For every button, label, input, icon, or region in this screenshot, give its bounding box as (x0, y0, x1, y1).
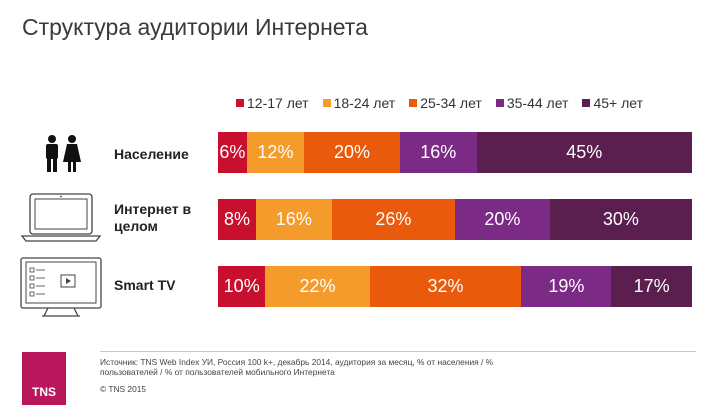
data-label-0-1: 12% (257, 142, 294, 162)
footer-divider (100, 351, 696, 352)
bar-row-naselenie: 6% 12% 20% 16% 45% (218, 132, 692, 173)
bar-segment-2-0: 10% (218, 266, 266, 307)
source-note: Источник: TNS Web Index УИ, Россия 100 k… (100, 357, 494, 377)
data-label-1-0: 8% (223, 209, 250, 229)
legend-label-1: 18-24 лет (333, 95, 396, 111)
data-label-2-4: 17% (633, 276, 670, 296)
legend-item-4: 45+ лет (582, 95, 643, 111)
bar-segment-2-1: 22% (265, 266, 370, 307)
data-label-0-3: 16% (420, 142, 457, 162)
legend-label-3: 35-44 лет (506, 95, 569, 111)
legend-item-0: 12-17 лет (236, 95, 309, 111)
bar-segment-1-4: 30% (549, 199, 692, 240)
people-icon (46, 135, 81, 172)
bar-segment-1-1: 16% (255, 199, 332, 240)
bar-segment-2-3: 19% (521, 266, 612, 307)
bar-segment-0-2: 20% (304, 132, 400, 173)
row-label-smart-tv: Smart TV (114, 277, 176, 293)
legend-label-0: 12-17 лет (247, 95, 309, 111)
legend-item-2: 25-34 лет (409, 95, 482, 111)
bar-segment-0-4: 45% (476, 132, 692, 173)
copyright: © TNS 2015 (100, 384, 147, 394)
bar-segment-1-0: 8% (218, 199, 256, 240)
legend: 12-17 лет 18-24 лет 25-34 лет 35-44 лет 45+ … (236, 95, 643, 111)
legend-item-3: 35-44 лет (495, 95, 569, 111)
bar-row-internet: 8% 16% 26% 20% 30% (218, 199, 692, 240)
bar-segment-2-4: 17% (611, 266, 692, 307)
bar-segment-1-3: 20% (454, 199, 550, 240)
data-label-1-4: 30% (602, 209, 639, 229)
data-label-0-2: 20% (334, 142, 371, 162)
smart-tv-icon (20, 257, 102, 317)
data-label-2-3: 19% (548, 276, 585, 296)
row-label-internet: Интернет в целом (114, 201, 192, 234)
data-label-2-2: 32% (427, 276, 464, 296)
data-label-1-3: 20% (484, 209, 521, 229)
bar-segment-0-1: 12% (246, 132, 305, 173)
chart-title: Структура аудитории Интернета (22, 14, 368, 40)
laptop-icon (20, 193, 102, 242)
legend-swatch-1 (322, 99, 331, 107)
data-label-2-1: 22% (299, 276, 336, 296)
legend-swatch-0 (236, 99, 244, 107)
legend-swatch-4 (582, 99, 591, 107)
bar-row-smart-tv: 10% 22% 32% 19% 17% (218, 266, 692, 307)
data-label-1-1: 16% (275, 209, 312, 229)
legend-swatch-3 (495, 99, 504, 107)
tns-logo: TNS (22, 352, 66, 405)
legend-swatch-2 (409, 99, 418, 107)
legend-label-4: 45+ лет (593, 95, 643, 111)
bar-segment-2-2: 32% (369, 266, 522, 307)
data-label-0-4: 45% (566, 142, 603, 162)
bar-segment-0-0: 6% (218, 132, 247, 173)
bar-segment-0-3: 16% (399, 132, 477, 173)
data-label-1-2: 26% (375, 209, 412, 229)
legend-item-1: 18-24 лет (322, 95, 396, 111)
bar-segment-1-2: 26% (331, 199, 455, 240)
data-label-0-0: 6% (219, 142, 246, 162)
data-label-2-0: 10% (223, 276, 260, 296)
legend-label-2: 25-34 лет (420, 95, 482, 111)
row-label-naselenie: Население (114, 146, 189, 162)
